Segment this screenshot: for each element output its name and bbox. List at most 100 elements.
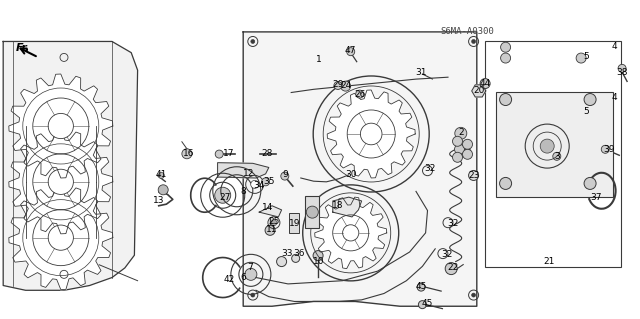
Text: 25: 25 [268,217,280,226]
Circle shape [292,254,300,263]
Circle shape [48,169,74,194]
Text: 32: 32 [441,250,452,259]
Circle shape [584,93,596,106]
Text: 14: 14 [262,203,273,212]
Text: 4: 4 [612,93,617,102]
Circle shape [540,139,554,153]
Text: 46: 46 [460,147,472,156]
Text: 35: 35 [263,177,275,186]
Bar [496,92,613,197]
Circle shape [618,64,626,72]
Circle shape [500,177,511,189]
Circle shape [461,147,471,158]
Circle shape [445,263,457,275]
Text: 2: 2 [458,128,463,137]
Text: 3: 3 [554,152,559,161]
Text: 39: 39 [604,145,615,154]
Circle shape [463,139,472,149]
Bar [485,41,621,267]
Bar [305,196,319,228]
Polygon shape [315,197,387,269]
Circle shape [251,180,259,189]
Circle shape [553,152,561,160]
Circle shape [340,81,351,91]
Text: 45: 45 [415,282,427,291]
Circle shape [452,136,463,146]
Text: 33: 33 [281,249,292,258]
Polygon shape [218,163,269,178]
Text: 24: 24 [340,81,351,90]
Circle shape [281,172,289,180]
Text: 43: 43 [455,145,467,154]
Text: 44: 44 [479,79,491,88]
Text: 31: 31 [415,68,427,77]
Text: 1: 1 [316,55,321,63]
Polygon shape [472,85,486,97]
Text: 32: 32 [447,219,459,228]
Circle shape [342,225,359,241]
Circle shape [417,283,425,291]
Bar [289,213,300,233]
Circle shape [347,48,355,56]
Text: 21: 21 [543,257,555,266]
Polygon shape [327,90,415,178]
Text: 34: 34 [253,181,265,190]
Text: 27: 27 [220,193,231,202]
Text: 4: 4 [612,42,617,51]
Polygon shape [333,197,362,217]
Text: 37: 37 [591,193,602,202]
Polygon shape [3,41,138,290]
Text: 28: 28 [262,149,273,158]
Circle shape [271,220,277,226]
Circle shape [158,173,164,178]
Text: 5: 5 [584,107,589,116]
Circle shape [584,177,596,189]
Text: 38: 38 [616,68,628,77]
Text: 8: 8 [241,187,246,196]
Text: 26: 26 [354,90,365,99]
Circle shape [158,185,168,195]
Circle shape [419,300,426,309]
Circle shape [360,123,382,145]
Circle shape [602,145,609,153]
Polygon shape [9,130,113,234]
Text: 29: 29 [332,80,344,89]
Text: 30: 30 [345,170,356,179]
Text: 22: 22 [447,263,459,272]
Circle shape [472,293,476,297]
Circle shape [576,53,586,63]
Circle shape [500,53,511,63]
Text: 47: 47 [345,46,356,55]
Text: 32: 32 [424,164,436,173]
Circle shape [182,149,192,159]
Circle shape [334,81,342,90]
Text: 19: 19 [289,219,300,228]
Circle shape [48,225,74,250]
Text: 5: 5 [584,52,589,61]
Circle shape [480,78,490,89]
Circle shape [48,114,74,138]
Circle shape [251,293,255,297]
Circle shape [500,93,511,106]
Circle shape [468,170,479,181]
Circle shape [454,144,465,154]
Circle shape [356,90,364,98]
Circle shape [251,40,255,43]
Text: 16: 16 [183,149,195,158]
Text: 36: 36 [294,249,305,258]
Circle shape [313,251,323,261]
Text: 18: 18 [332,201,344,210]
Text: 6: 6 [241,273,246,282]
Text: 45: 45 [422,299,433,308]
Text: 7: 7 [247,263,252,272]
Text: 20: 20 [473,86,484,95]
Circle shape [245,268,257,280]
Circle shape [307,206,318,218]
Text: 23: 23 [468,171,479,180]
Text: 10: 10 [313,257,324,266]
Circle shape [214,187,231,203]
Text: 17: 17 [223,149,235,158]
Circle shape [452,152,463,162]
Text: S6MA-A0300: S6MA-A0300 [440,27,494,36]
Circle shape [472,40,476,43]
